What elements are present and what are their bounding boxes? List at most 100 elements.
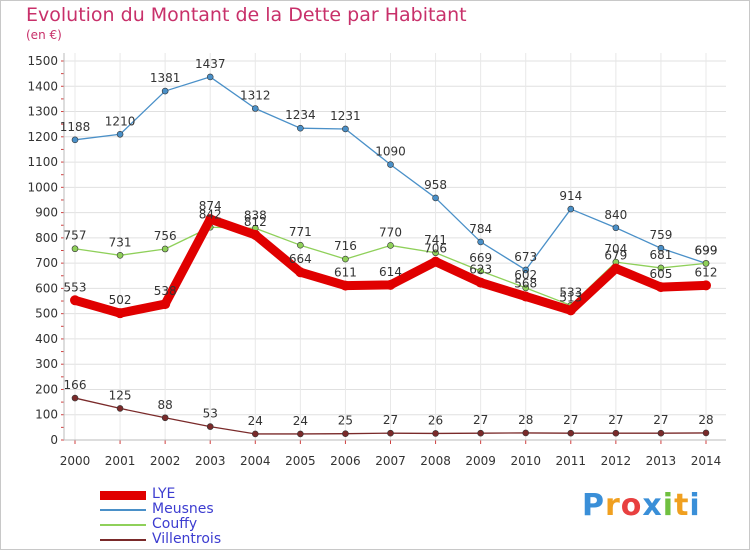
data-point-villentrois — [477, 429, 484, 437]
y-tick-label: 100 — [35, 408, 58, 422]
data-label-meusnes: 1188 — [60, 120, 91, 134]
x-tick-label: 2000 — [60, 454, 91, 468]
axes: 0 100 200 300 400 500 600 700 800 900 1000 1100 1200… — [27, 53, 726, 468]
data-point-lye — [655, 282, 666, 293]
data-label-meusnes: 1381 — [150, 71, 181, 85]
y-tick-label: 300 — [35, 357, 58, 371]
data-label-lye: 612 — [695, 265, 718, 279]
x-tick-label: 2005 — [285, 454, 316, 468]
data-point-meusnes — [206, 73, 214, 81]
data-label-meusnes: 784 — [469, 222, 492, 236]
y-tick-label: 0 — [50, 433, 58, 447]
legend-swatch-villentrois — [100, 539, 146, 541]
logo-letter: P — [582, 488, 605, 523]
data-label-meusnes: 1090 — [375, 145, 406, 159]
data-point-meusnes — [297, 124, 304, 132]
data-label-villentrois: 27 — [473, 413, 488, 427]
data-label-couffy: 681 — [649, 248, 672, 262]
y-tick-label: 1300 — [27, 105, 58, 119]
data-point-villentrois — [432, 430, 439, 437]
data-label-couffy: 842 — [199, 207, 222, 221]
data-label-couffy: 699 — [695, 243, 718, 257]
y-tick-label: 1200 — [27, 130, 58, 144]
x-tick-label: 2002 — [150, 454, 181, 468]
data-point-meusnes — [657, 244, 665, 252]
data-label-lye: 874 — [199, 199, 222, 213]
x-tick-label: 2011 — [556, 454, 587, 468]
data-label-meusnes: 1231 — [330, 109, 361, 123]
x-tick-label: 2003 — [195, 454, 226, 468]
data-point-villentrois — [342, 430, 349, 437]
data-point-lye — [205, 214, 216, 225]
data-point-meusnes — [387, 161, 394, 168]
data-label-couffy: 770 — [379, 225, 402, 239]
data-label-meusnes: 840 — [604, 208, 627, 222]
legend-label-villentrois: Villentrois — [152, 531, 222, 547]
x-tick-label: 2012 — [601, 454, 632, 468]
data-point-meusnes — [71, 136, 79, 144]
data-label-couffy: 741 — [424, 233, 447, 247]
data-point-villentrois — [387, 429, 394, 437]
data-point-lye — [295, 267, 306, 278]
data-point-lye — [475, 277, 486, 288]
data-label-meusnes: 1210 — [105, 114, 136, 128]
data-label-lye: 664 — [289, 252, 312, 266]
data-point-lye — [340, 280, 351, 291]
data-label-meusnes: 914 — [559, 189, 582, 203]
proxiti-logo: Proxiti — [582, 488, 701, 523]
legend-swatch-lye — [100, 490, 146, 500]
data-point-villentrois — [657, 429, 665, 437]
data-label-meusnes: 1234 — [285, 108, 316, 122]
data-label-lye: 553 — [64, 280, 87, 294]
y-tick-label: 600 — [35, 281, 58, 295]
legend-swatch-couffy — [100, 524, 146, 526]
data-point-couffy — [432, 249, 439, 257]
data-point-meusnes — [432, 194, 439, 202]
data-point-meusnes — [161, 87, 169, 95]
logo-letter: t — [674, 488, 690, 523]
data-point-couffy — [71, 245, 79, 253]
data-label-couffy: 731 — [109, 235, 132, 249]
data-point-couffy — [702, 260, 710, 267]
data-label-couffy: 716 — [334, 239, 357, 253]
data-label-lye: 568 — [514, 276, 537, 290]
data-point-couffy — [297, 241, 304, 249]
data-label-lye: 623 — [469, 263, 492, 277]
data-label-villentrois: 25 — [338, 414, 353, 428]
data-label-lye: 538 — [154, 284, 177, 298]
data-point-villentrois — [116, 405, 124, 412]
y-tick-label: 800 — [35, 231, 58, 245]
data-label-meusnes: 1437 — [195, 57, 226, 71]
data-point-meusnes — [612, 224, 620, 232]
data-label-villentrois: 27 — [653, 413, 668, 427]
x-tick-label: 2014 — [691, 454, 722, 468]
data-point-meusnes — [251, 105, 259, 112]
data-label-lye: 706 — [424, 242, 447, 256]
data-label-villentrois: 28 — [698, 413, 713, 427]
data-label-villentrois: 27 — [383, 413, 398, 427]
x-tick-label: 2006 — [330, 454, 361, 468]
data-label-lye: 513 — [559, 290, 582, 304]
x-tick-label: 2008 — [420, 454, 451, 468]
x-tick-label: 2013 — [646, 454, 677, 468]
data-point-villentrois — [522, 429, 530, 437]
data-point-lye — [115, 308, 126, 319]
logo-letter: o — [620, 488, 643, 523]
data-label-villentrois: 27 — [608, 413, 623, 427]
data-point-couffy — [387, 242, 394, 249]
legend-label-couffy: Couffy — [152, 516, 198, 532]
logo-letter: r — [605, 488, 621, 523]
y-tick-label: 700 — [35, 256, 58, 270]
legend-swatch-meusnes — [100, 509, 146, 511]
data-point-lye — [70, 295, 80, 306]
data-point-lye — [430, 256, 441, 267]
data-label-meusnes: 958 — [424, 178, 447, 192]
data-label-villentrois: 53 — [203, 407, 218, 421]
data-point-lye — [701, 280, 711, 291]
series-lines — [70, 73, 711, 438]
data-point-lye — [160, 299, 171, 310]
data-label-couffy: 757 — [64, 229, 87, 243]
data-point-lye — [610, 263, 621, 274]
data-label-lye: 611 — [334, 266, 357, 280]
